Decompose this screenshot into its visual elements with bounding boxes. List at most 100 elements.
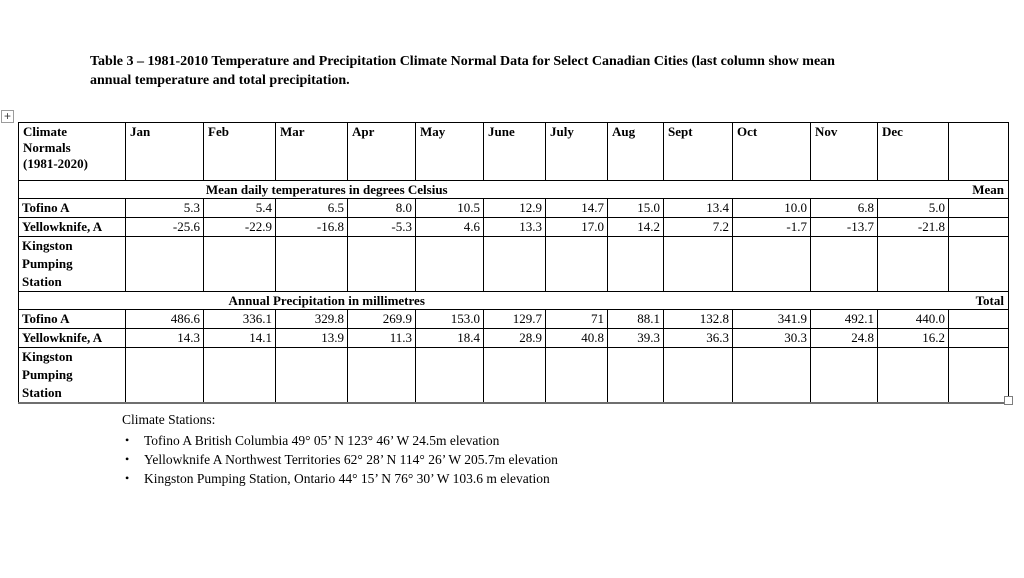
temp-cell[interactable]: 14.2 (607, 217, 664, 237)
header-cell-mar[interactable]: Mar (275, 122, 348, 181)
temp-cell[interactable]: 12.9 (483, 198, 546, 218)
temp-cell-empty[interactable] (483, 236, 546, 292)
header-cell-sept[interactable]: Sept (663, 122, 733, 181)
precip-cell[interactable]: 88.1 (607, 309, 664, 329)
header-cell-feb[interactable]: Feb (203, 122, 276, 181)
temp-cell[interactable]: -25.6 (125, 217, 204, 237)
precip-cell[interactable]: 24.8 (810, 328, 878, 348)
precip-cell-empty[interactable] (663, 347, 733, 404)
temp-cell[interactable]: -1.7 (732, 217, 811, 237)
temp-cell-empty[interactable] (275, 236, 348, 292)
precip-cell-empty[interactable] (732, 347, 811, 404)
temp-cell-empty[interactable] (607, 236, 664, 292)
temp-cell[interactable]: 13.3 (483, 217, 546, 237)
header-cell-jan[interactable]: Jan (125, 122, 204, 181)
section-cell-temperature[interactable]: Mean daily temperatures in degrees Celsi… (18, 180, 1009, 199)
precip-cell[interactable]: 14.3 (125, 328, 204, 348)
precip-cell[interactable]: 16.2 (877, 328, 949, 348)
precip-cell[interactable]: 329.8 (275, 309, 348, 329)
row-name-yellowknife[interactable]: Yellowknife, A (18, 217, 126, 237)
temp-cell-empty[interactable] (203, 236, 276, 292)
temp-cell-empty[interactable] (810, 236, 878, 292)
temp-mean-cell[interactable] (948, 198, 1009, 218)
precip-cell-empty[interactable] (125, 347, 204, 404)
temp-cell[interactable]: 13.4 (663, 198, 733, 218)
row-name-tofino[interactable]: Tofino A (18, 198, 126, 218)
temp-cell-empty[interactable] (415, 236, 484, 292)
precip-cell[interactable]: 132.8 (663, 309, 733, 329)
precip-cell[interactable]: 336.1 (203, 309, 276, 329)
precip-cell[interactable]: 440.0 (877, 309, 949, 329)
header-cell-june[interactable]: June (483, 122, 546, 181)
precip-cell[interactable]: 129.7 (483, 309, 546, 329)
precip-cell-empty[interactable] (415, 347, 484, 404)
precip-cell[interactable]: 13.9 (275, 328, 348, 348)
temp-cell[interactable]: 5.4 (203, 198, 276, 218)
temp-cell[interactable]: 8.0 (347, 198, 416, 218)
precip-cell-empty[interactable] (483, 347, 546, 404)
precip-cell-empty[interactable] (275, 347, 348, 404)
row-name-tofino[interactable]: Tofino A (18, 309, 126, 329)
precip-cell-empty[interactable] (607, 347, 664, 404)
temp-cell[interactable]: 7.2 (663, 217, 733, 237)
temp-cell[interactable]: 14.7 (545, 198, 608, 218)
temp-cell[interactable]: 17.0 (545, 217, 608, 237)
header-cell-climate-normals[interactable]: Climate Normals (1981-2020) (18, 122, 126, 181)
precip-cell[interactable]: 39.3 (607, 328, 664, 348)
precip-cell-empty[interactable] (877, 347, 949, 404)
row-name-kingston[interactable]: Kingston Pumping Station (18, 347, 126, 404)
temp-mean-cell[interactable] (948, 217, 1009, 237)
temp-cell-empty[interactable] (125, 236, 204, 292)
temp-cell-empty[interactable] (545, 236, 608, 292)
temp-cell-empty[interactable] (877, 236, 949, 292)
precip-total-cell[interactable] (948, 347, 1009, 404)
header-cell-annual[interactable] (948, 122, 1009, 181)
temp-cell[interactable]: 5.3 (125, 198, 204, 218)
precip-total-cell[interactable] (948, 309, 1009, 329)
row-name-kingston[interactable]: Kingston Pumping Station (18, 236, 126, 292)
temp-cell[interactable]: 10.0 (732, 198, 811, 218)
header-cell-nov[interactable]: Nov (810, 122, 878, 181)
row-name-yellowknife[interactable]: Yellowknife, A (18, 328, 126, 348)
header-cell-dec[interactable]: Dec (877, 122, 949, 181)
precip-cell[interactable]: 40.8 (545, 328, 608, 348)
precip-cell[interactable]: 71 (545, 309, 608, 329)
precip-cell[interactable]: 30.3 (732, 328, 811, 348)
precip-cell-empty[interactable] (810, 347, 878, 404)
precip-cell[interactable]: 341.9 (732, 309, 811, 329)
temp-cell[interactable]: 5.0 (877, 198, 949, 218)
precip-cell[interactable]: 18.4 (415, 328, 484, 348)
precip-cell[interactable]: 36.3 (663, 328, 733, 348)
precip-cell-empty[interactable] (545, 347, 608, 404)
table-move-handle-icon[interactable]: + (1, 110, 14, 123)
precip-cell[interactable]: 11.3 (347, 328, 416, 348)
temp-cell-empty[interactable] (732, 236, 811, 292)
precip-total-cell[interactable] (948, 328, 1009, 348)
header-cell-july[interactable]: July (545, 122, 608, 181)
header-cell-oct[interactable]: Oct (732, 122, 811, 181)
header-cell-aug[interactable]: Aug (607, 122, 664, 181)
precip-cell-empty[interactable] (347, 347, 416, 404)
temp-cell[interactable]: -5.3 (347, 217, 416, 237)
section-cell-precipitation[interactable]: Annual Precipitation in millimetres Tota… (18, 291, 1009, 310)
temp-cell-empty[interactable] (663, 236, 733, 292)
temp-cell[interactable]: 6.5 (275, 198, 348, 218)
temp-cell[interactable]: -22.9 (203, 217, 276, 237)
header-cell-may[interactable]: May (415, 122, 484, 181)
temp-cell[interactable]: -21.8 (877, 217, 949, 237)
temp-cell[interactable]: -16.8 (275, 217, 348, 237)
temp-cell[interactable]: 4.6 (415, 217, 484, 237)
precip-cell[interactable]: 153.0 (415, 309, 484, 329)
table-resize-handle-icon[interactable] (1004, 396, 1013, 405)
temp-cell[interactable]: 15.0 (607, 198, 664, 218)
temp-cell[interactable]: 6.8 (810, 198, 878, 218)
precip-cell-empty[interactable] (203, 347, 276, 404)
precip-cell[interactable]: 486.6 (125, 309, 204, 329)
temp-cell-empty[interactable] (347, 236, 416, 292)
header-cell-apr[interactable]: Apr (347, 122, 416, 181)
temp-mean-cell[interactable] (948, 236, 1009, 292)
precip-cell[interactable]: 492.1 (810, 309, 878, 329)
precip-cell[interactable]: 28.9 (483, 328, 546, 348)
precip-cell[interactable]: 14.1 (203, 328, 276, 348)
precip-cell[interactable]: 269.9 (347, 309, 416, 329)
